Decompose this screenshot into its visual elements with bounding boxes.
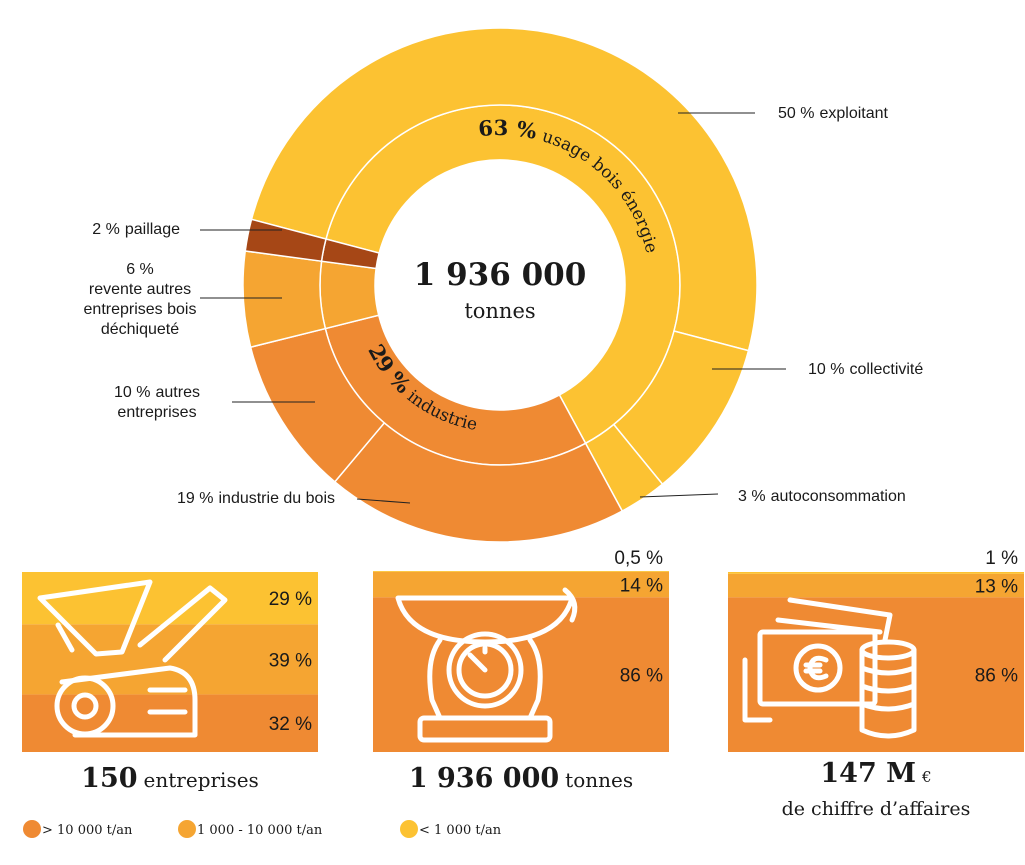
segment-label: 86 % <box>975 666 1018 687</box>
legend-swatch <box>400 820 418 838</box>
center-title: 1 936 000 <box>414 257 587 293</box>
outer-value-label: 50 % <box>778 105 814 122</box>
outer-label: 19 % industrie du bois <box>177 490 335 507</box>
chipper-icon <box>37 579 228 738</box>
segment-label: 13 % <box>975 577 1018 598</box>
outer-value-label: 10 % <box>808 361 844 378</box>
dial <box>446 631 524 709</box>
outer-label: 10 % autres entreprises <box>114 384 200 421</box>
icons <box>37 579 917 743</box>
box-footer: 150 entreprises <box>81 763 259 794</box>
bill <box>757 629 878 707</box>
outer-category: paillage <box>125 221 180 238</box>
outer-label: 50 % exploitant <box>778 105 889 122</box>
outer-category: exploitant <box>819 105 888 122</box>
box-number: 150 <box>81 763 137 794</box>
label-line: entreprises bois <box>84 301 197 318</box>
inner-value-label: 63 % <box>477 115 539 144</box>
needle <box>467 645 488 673</box>
label-line: collectivité <box>849 361 923 378</box>
label-line: déchiqueté <box>101 321 179 338</box>
outer-category: autoconsommation <box>771 488 906 505</box>
outer-value-label: 19 % <box>177 490 213 507</box>
base <box>417 715 553 743</box>
euro <box>803 655 829 681</box>
label-line: autoconsommation <box>771 488 906 505</box>
label-line: industrie du bois <box>218 490 335 507</box>
label-line: autres <box>156 384 200 401</box>
label-line: revente autres <box>89 281 191 298</box>
box-segment <box>728 572 1024 574</box>
chute <box>137 585 228 663</box>
box-segment <box>373 572 669 598</box>
hub <box>71 692 99 720</box>
segment-label: 0,5 % <box>614 548 663 569</box>
coin-stack <box>859 647 917 739</box>
box-footer: 1 936 000 tonnes <box>409 763 633 794</box>
outer-label: 3 % autoconsommation <box>738 488 906 505</box>
box-segment <box>22 694 318 752</box>
box-segment <box>22 572 318 625</box>
outer-category: revente autres entreprises bois déchiqueté <box>84 281 197 338</box>
scale-icon <box>395 587 578 743</box>
legend-label: > 10 000 t/an <box>42 823 133 838</box>
segment-label: 39 % <box>269 650 312 671</box>
box-segment <box>728 573 1024 598</box>
outer-label: 2 % paillage <box>92 221 180 238</box>
segment-label: 86 % <box>620 666 663 687</box>
box-unit: tonnes <box>565 768 633 792</box>
segment-label: 32 % <box>269 714 312 735</box>
legend-label: 1 000 - 10 000 t/an <box>197 823 323 838</box>
dial-inner <box>456 641 514 699</box>
leader-line <box>356 498 411 504</box>
wheel <box>54 675 116 737</box>
bill-edge <box>742 657 773 723</box>
label-line: entreprises <box>117 404 196 421</box>
money-icon <box>742 597 917 739</box>
label-line: paillage <box>125 221 180 238</box>
outer-value-label: 2 % <box>92 221 120 238</box>
grill <box>147 687 188 715</box>
box-caption: de chiffre d’affaires <box>782 798 971 820</box>
handle <box>562 587 578 623</box>
legend-swatch <box>23 820 41 838</box>
hopper <box>37 579 153 657</box>
outer-label: 10 % collectivité <box>808 361 923 378</box>
box-unit: € <box>921 768 932 786</box>
sunburst <box>242 27 758 543</box>
box-number: 1 936 000 <box>409 763 559 794</box>
coin <box>793 643 843 693</box>
outer-slice <box>250 27 758 352</box>
segment-label: 14 % <box>620 576 663 597</box>
outer-label: 6 % revente autres entreprises bois déchiqu… <box>84 261 197 338</box>
outer-category: industrie du bois <box>218 490 335 507</box>
outer-category: autres entreprises <box>117 384 200 421</box>
box-segment <box>373 571 669 572</box>
leader-line <box>639 493 719 498</box>
outer-value-label: 6 % <box>126 261 154 278</box>
outer-value-label: 3 % <box>738 488 766 505</box>
box-footer: 147 M € <box>820 758 931 789</box>
dash <box>55 622 75 653</box>
legend-swatch <box>178 820 196 838</box>
outer-value-label: 10 % <box>114 384 150 401</box>
legend-label: < 1 000 t/an <box>419 823 502 838</box>
box-number: 147 M <box>820 758 916 789</box>
label-line: exploitant <box>819 105 888 122</box>
segment-label: 29 % <box>269 589 312 610</box>
segment-label: 1 % <box>985 548 1018 569</box>
body <box>59 665 198 738</box>
outer-category: collectivité <box>849 361 923 378</box>
center-subtitle: tonnes <box>464 299 535 323</box>
box-unit: entreprises <box>144 768 259 792</box>
